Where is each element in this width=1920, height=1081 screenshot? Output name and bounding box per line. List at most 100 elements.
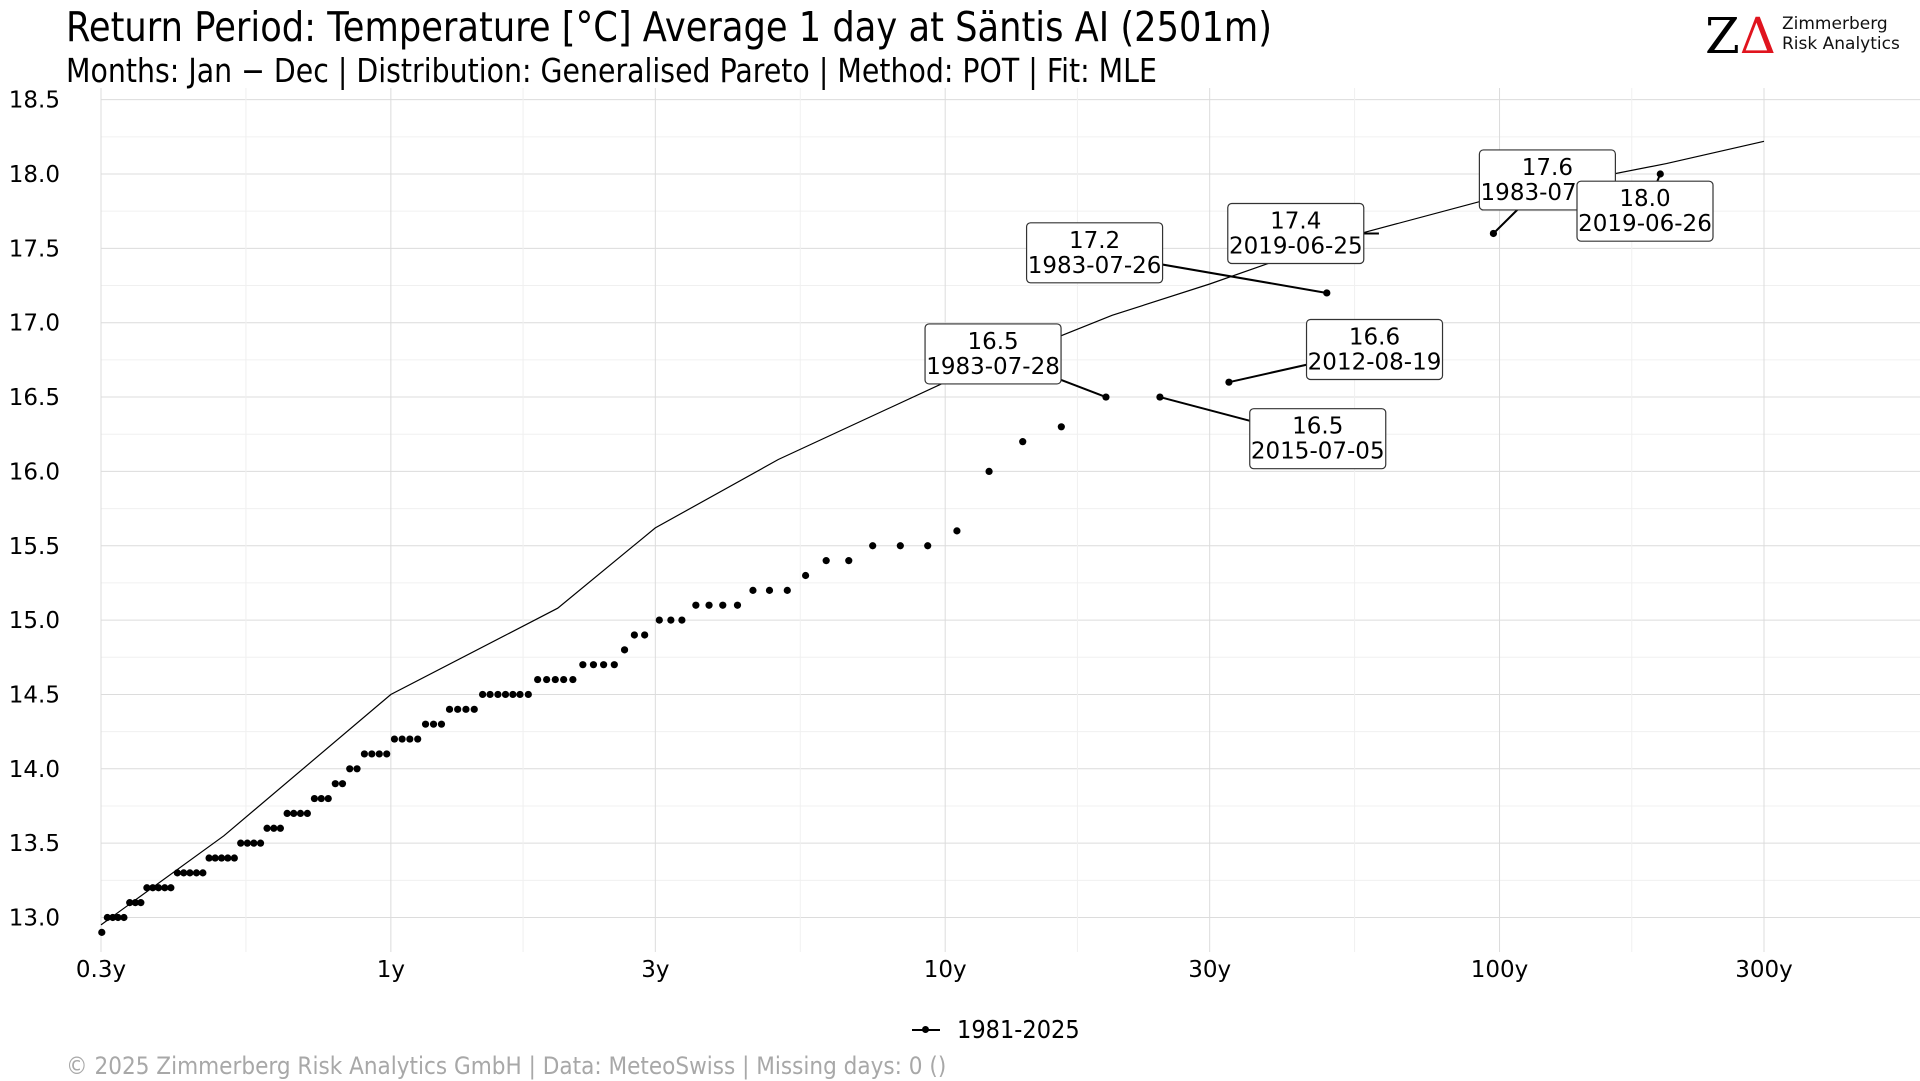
data-point [543, 675, 551, 684]
data-point [822, 557, 830, 565]
data-point [205, 854, 213, 862]
data-point [1019, 438, 1027, 446]
data-point [296, 809, 305, 818]
data-point [620, 646, 629, 654]
annotation-value: 16.5 [967, 329, 1018, 355]
data-point [114, 913, 122, 922]
data-point [1102, 393, 1110, 401]
data-point [705, 601, 713, 609]
company-logo: ZΔ Zimmerberg Risk Analytics [1705, 8, 1905, 64]
annotation-date: 1983-07-28 [926, 354, 1060, 380]
annotation-value: 16.5 [1292, 414, 1343, 440]
annotation-box [1025, 222, 1164, 284]
data-point [924, 542, 932, 550]
annotation-box [924, 323, 1062, 385]
data-point [516, 690, 524, 699]
data-point [310, 794, 319, 803]
data-point [406, 735, 414, 743]
data-point [283, 809, 291, 818]
data-point [1057, 423, 1065, 431]
data-point [131, 899, 139, 907]
annotation-box [1227, 202, 1365, 265]
data-point [375, 750, 383, 758]
data-point [256, 839, 265, 847]
annotation-value: 18.0 [1619, 186, 1670, 212]
data-point [398, 735, 406, 743]
data-point [368, 750, 376, 758]
data-point [667, 616, 675, 624]
data-point [429, 720, 438, 728]
data-point [470, 705, 478, 713]
data-point [1323, 289, 1331, 297]
data-point [338, 780, 347, 788]
x-tick-label: 30y [1188, 957, 1231, 983]
data-point [290, 809, 298, 818]
data-point [154, 884, 163, 892]
data-point [610, 661, 618, 669]
data-point [421, 720, 430, 728]
data-point [103, 913, 111, 922]
data-point [600, 661, 608, 669]
y-tick-label: 13.0 [9, 906, 60, 932]
y-tick-label: 18.5 [9, 88, 60, 114]
data-points [98, 170, 1664, 936]
y-tick-label: 14.0 [9, 757, 60, 783]
annotation-value: 17.6 [1522, 155, 1573, 181]
x-tick-label: 0.3y [76, 957, 126, 983]
data-point [678, 616, 686, 624]
data-point [217, 854, 226, 862]
data-point [801, 571, 810, 580]
data-point [551, 675, 559, 684]
data-point [1225, 378, 1233, 386]
data-point [765, 586, 774, 594]
data-point [445, 705, 454, 713]
data-point [237, 839, 245, 847]
data-point [383, 750, 391, 758]
data-point [192, 869, 201, 877]
data-point [749, 586, 757, 594]
data-point [1656, 170, 1664, 178]
data-point [346, 765, 354, 773]
data-point [143, 884, 151, 892]
data-point [303, 809, 311, 818]
data-point [270, 824, 278, 832]
data-point [869, 542, 877, 550]
data-point [437, 720, 446, 728]
y-tick-label: 17.5 [9, 236, 60, 262]
x-tick-label: 1y [377, 957, 405, 983]
data-point [360, 750, 369, 758]
data-point [692, 601, 700, 609]
logo-mark: ZΔ [1705, 7, 1776, 65]
annotation-date: 1983-07-26 [1028, 253, 1162, 279]
logo-line-2: Risk Analytics [1782, 34, 1900, 54]
data-point [161, 884, 169, 892]
data-point [109, 913, 117, 922]
data-point [199, 869, 207, 877]
data-point [263, 824, 271, 832]
data-point [390, 735, 399, 743]
data-point [211, 854, 219, 862]
data-point [783, 586, 791, 594]
data-point [896, 542, 904, 550]
annotation-date: 2019-06-26 [1578, 211, 1712, 237]
data-point [985, 467, 993, 475]
x-tick-label: 10y [924, 957, 967, 983]
annotation-value: 17.2 [1069, 228, 1120, 254]
data-point [524, 690, 532, 699]
data-point [845, 557, 853, 565]
data-point [331, 780, 339, 788]
fit-curve [100, 140, 1765, 926]
data-point [324, 794, 332, 803]
annotation-labels: 16.51983-07-2816.52015-07-0516.62012-08-… [924, 149, 1714, 470]
footer-credits: © 2025 Zimmerberg Risk Analytics GmbH | … [66, 1052, 947, 1080]
y-tick-label: 16.0 [9, 459, 60, 485]
y-tick-label: 15.0 [9, 608, 60, 634]
annotation-value: 16.6 [1349, 324, 1400, 350]
data-point [719, 601, 727, 609]
data-point [589, 661, 598, 669]
